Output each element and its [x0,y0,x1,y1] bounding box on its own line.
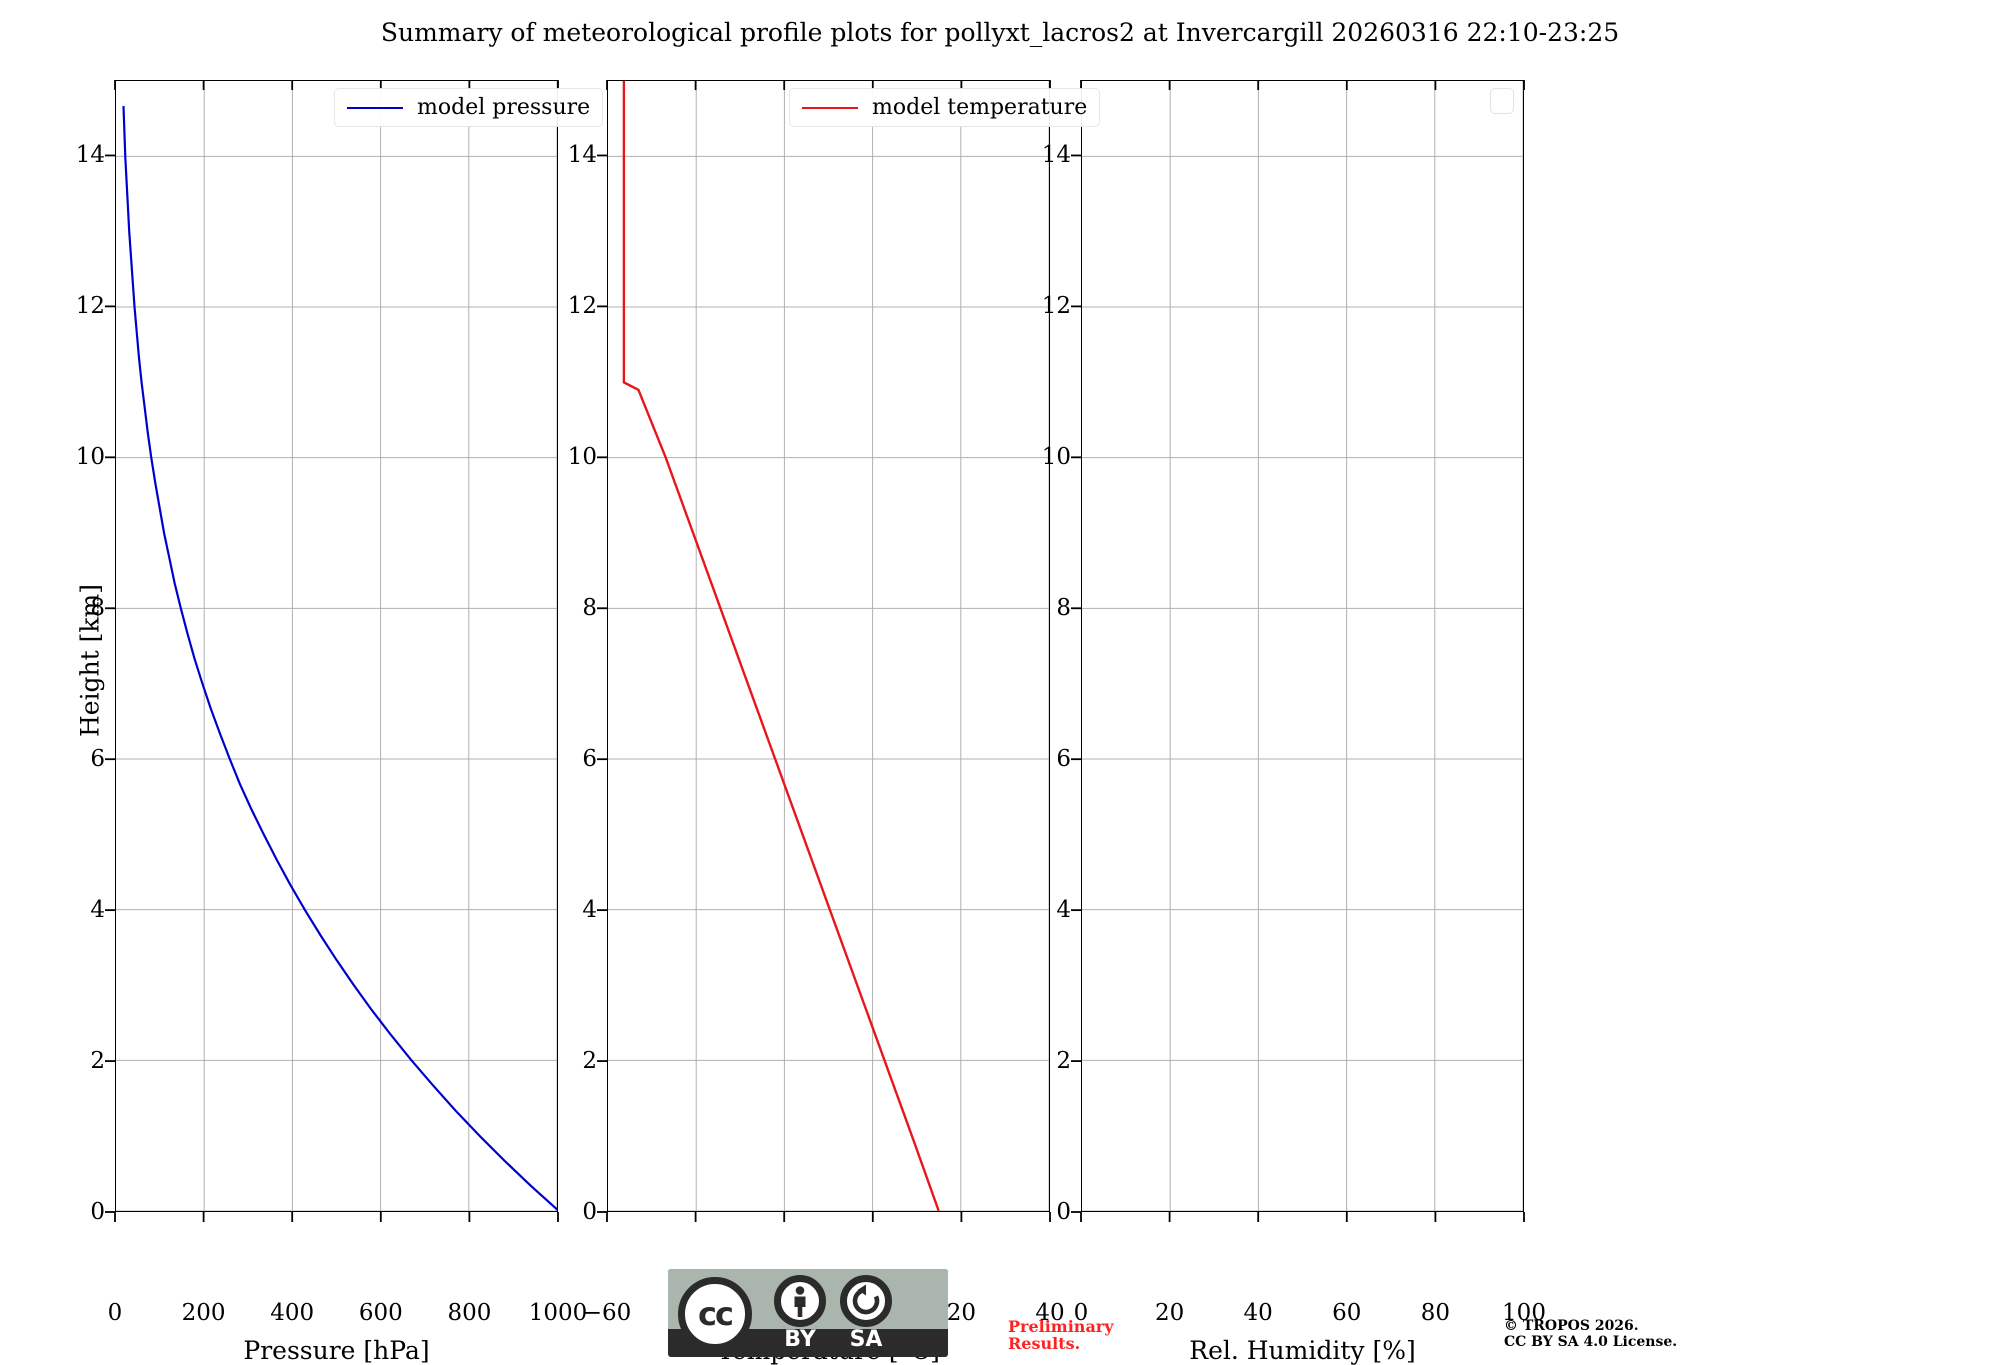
ytick3-8: 8 [1056,595,1071,622]
cc-by-caption: BY [784,1327,816,1352]
xtick-humidity-0: 0 [1073,1300,1089,1326]
series-model-pressure [122,106,557,1211]
xtick-temperature-m60: −60 [582,1300,632,1326]
ytick3-12: 12 [1041,293,1071,320]
preliminary-results-note: Preliminary Results. [1008,1318,1114,1352]
xtick-temperature-20: 20 [946,1300,977,1326]
ytick2-2: 2 [582,1048,597,1075]
ytick2-12: 12 [567,293,597,320]
share-alike-glyph-icon [852,1284,880,1315]
yticks-pressure: 0 2 4 6 8 10 12 14 [43,80,105,1225]
cc-by-person-icon [774,1275,826,1327]
gridlines-humidity [1082,81,1523,1211]
ytick-8: 8 [90,595,105,622]
yticks-temperature: 0 2 4 6 8 10 12 14 [535,80,597,1225]
ytick3-4: 4 [1056,897,1071,924]
legend-temperature[interactable]: model temperature [789,88,1101,127]
pressure-plot-svg [116,81,557,1211]
copyright-line-1: © TROPOS 2026. [1504,1318,1639,1334]
preliminary-line-2: Results. [1008,1334,1081,1353]
legend-humidity-empty[interactable] [1490,88,1514,114]
ytick2-10: 10 [567,444,597,471]
panel-pressure: model pressure 0 200 400 600 800 1000 Pr… [108,80,604,1365]
yticks-humidity: 0 2 4 6 8 10 12 14 [1009,80,1071,1225]
figure-title: Summary of meteorological profile plots … [380,18,1620,47]
cc-logo-icon [678,1277,752,1351]
gridlines-temperature [608,81,1049,1211]
gridlines-pressure [116,81,557,1211]
copyright-line-2: CC BY SA 4.0 License. [1504,1334,1678,1350]
temperature-plot-svg [608,81,1049,1211]
cc-license-badge[interactable]: cc BY SA [668,1269,948,1357]
ytick3-6: 6 [1056,746,1071,773]
panel-temperature: model temperature −60 −40 −20 0 20 40 Te… [583,80,1101,1365]
ytick2-14: 14 [567,142,597,169]
xtick-pressure-800: 800 [447,1300,492,1326]
xtick-humidity-80: 80 [1420,1300,1451,1326]
preliminary-line-1: Preliminary [1008,1317,1114,1336]
cc-logo-text: cc [698,1295,734,1333]
plot-area-pressure [115,80,558,1212]
ytick3-2: 2 [1056,1048,1071,1075]
ytick-4: 4 [90,897,105,924]
humidity-plot-svg [1082,81,1523,1211]
xtick-pressure-200: 200 [181,1300,226,1326]
ytick2-0: 0 [582,1199,597,1225]
copyright-note: © TROPOS 2026. CC BY SA 4.0 License. [1504,1318,1677,1350]
legend-label-model-pressure: model pressure [417,95,591,120]
xtick-pressure-600: 600 [358,1300,403,1326]
cc-sa-caption: SA [849,1327,883,1352]
xticks-humidity: 0 20 40 60 80 100 [1074,1300,1546,1330]
ytick-14: 14 [75,142,105,169]
ytick-12: 12 [75,293,105,320]
panel-humidity: 0 20 40 60 80 100 Rel. Humidity [%] [1074,80,1546,1365]
xtick-humidity-100: 100 [1502,1300,1546,1326]
ytick3-10: 10 [1041,444,1071,471]
cc-sa-share-icon [840,1275,892,1327]
series-model-temperature [622,81,940,1211]
ytick2-4: 4 [582,897,597,924]
ytick-2: 2 [90,1048,105,1075]
yaxis-title: Height [km] [75,583,105,738]
xtick-pressure-0: 0 [107,1300,123,1326]
legend-swatch-model-temperature [802,106,858,109]
plot-area-temperature [607,80,1050,1212]
xtick-temperature-40: 40 [1035,1300,1065,1326]
xtick-humidity-60: 60 [1332,1300,1362,1326]
legend-label-model-temperature: model temperature [872,95,1088,120]
xtick-humidity-20: 20 [1154,1300,1185,1326]
ytick-0: 0 [90,1199,105,1225]
ytick3-0: 0 [1056,1199,1071,1225]
ytick-10: 10 [75,444,105,471]
plot-area-humidity [1081,80,1524,1212]
person-glyph-icon [794,1286,806,1317]
ytick-6: 6 [90,746,105,773]
legend-pressure[interactable]: model pressure [334,88,604,127]
legend-swatch-model-pressure [347,106,403,109]
xtick-humidity-40: 40 [1243,1300,1273,1326]
xaxis-title-pressure: Pressure [hPa] [243,1336,430,1365]
ytick2-8: 8 [582,595,597,622]
xaxis-title-humidity: Rel. Humidity [%] [1189,1336,1416,1365]
xtick-pressure-400: 400 [270,1300,315,1326]
ytick2-6: 6 [582,746,597,773]
xtick-pressure-1000: 1000 [528,1300,588,1326]
ytick3-14: 14 [1041,142,1071,169]
xticks-pressure: 0 200 400 600 800 1000 [108,1300,588,1330]
